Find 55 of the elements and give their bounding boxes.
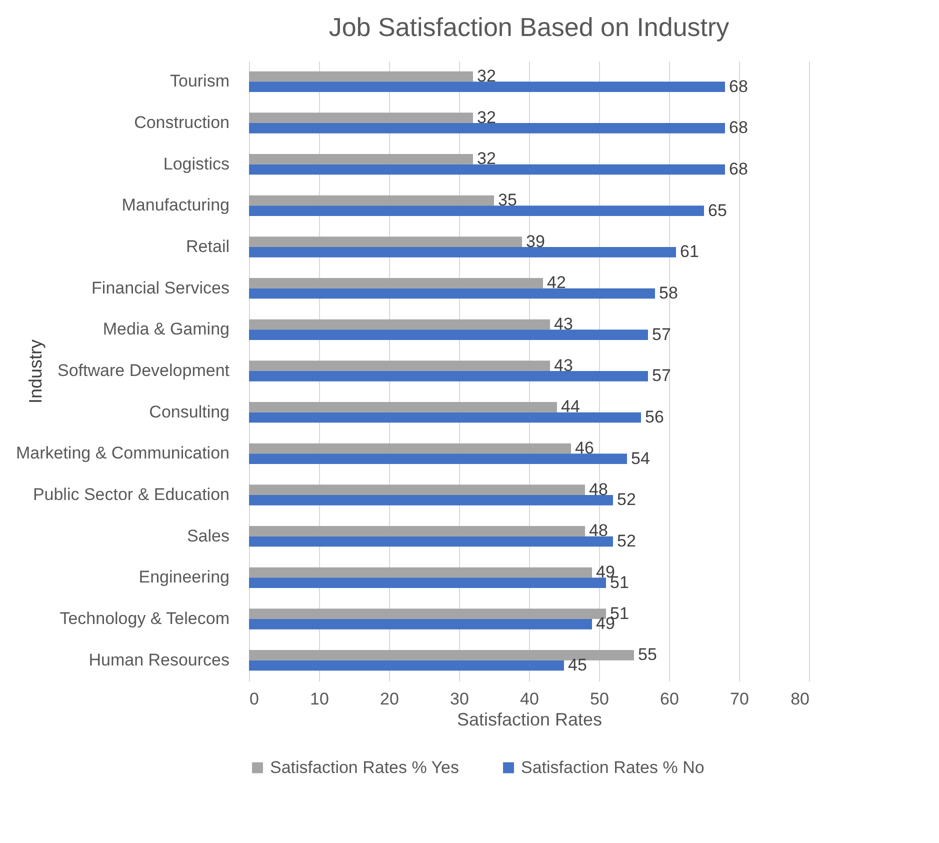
x-tick-label: 60: [660, 690, 679, 708]
chart-title: Job Satisfaction Based on Industry: [328, 12, 730, 42]
data-label: 56: [645, 408, 664, 426]
x-tick-label: 70: [730, 690, 749, 708]
data-label: 32: [477, 149, 496, 168]
data-label: 48: [589, 480, 608, 499]
y-tick-label: Tourism: [170, 72, 230, 91]
data-label: 35: [498, 190, 517, 210]
data-label: 44: [561, 397, 580, 416]
data-label: 39: [526, 232, 545, 251]
data-label: 52: [617, 490, 636, 510]
x-tick-label: 50: [590, 690, 609, 708]
y-tick-label: Human Resources: [88, 650, 230, 670]
y-tick-label: Engineering: [138, 568, 230, 587]
data-label: 57: [652, 324, 671, 344]
y-tick-label: Marketing & Communication: [16, 444, 230, 463]
x-tick-label: 20: [380, 690, 399, 708]
y-tick-label: Logistics: [163, 154, 230, 174]
data-label: 45: [568, 656, 587, 674]
legend-label: Satisfaction Rates % Yes: [270, 758, 460, 777]
y-tick-label: Sales: [186, 526, 230, 546]
data-label: 61: [680, 242, 699, 262]
data-label: 46: [575, 438, 594, 458]
data-label: 57: [652, 366, 671, 386]
y-tick-label: Technology & Telecom: [60, 609, 230, 628]
data-label: 52: [617, 532, 636, 550]
y-tick-label: Manufacturing: [122, 196, 230, 215]
x-axis-title: Satisfaction Rates: [456, 710, 602, 730]
y-tick-label: Retail: [186, 237, 230, 256]
data-label: 65: [708, 200, 727, 220]
data-label: 68: [729, 160, 748, 178]
data-label: 68: [729, 118, 748, 138]
x-tick-label: 30: [450, 690, 469, 708]
y-tick-label: Financial Services: [92, 278, 230, 298]
data-label: 32: [477, 108, 496, 127]
data-label: 43: [554, 356, 573, 375]
x-tick-label: 40: [520, 690, 539, 708]
data-label: 48: [589, 521, 608, 540]
data-label: 58: [659, 284, 678, 302]
x-tick-label: 10: [310, 690, 329, 708]
y-tick-label: Media & Gaming: [102, 320, 230, 339]
data-label: 55: [638, 645, 657, 664]
y-axis-title: Industry: [26, 339, 46, 404]
x-tick-label: 80: [790, 690, 810, 708]
data-label: 68: [729, 76, 748, 96]
y-tick-label: Public Sector & Education: [32, 485, 230, 504]
x-tick-label: 0: [250, 690, 259, 708]
y-tick-label: Software Development: [58, 361, 230, 380]
data-label: 42: [547, 273, 566, 292]
data-label: 54: [631, 448, 650, 468]
legend-label: Satisfaction Rates % No: [521, 758, 704, 777]
data-label: 43: [554, 314, 573, 334]
y-tick-label: Construction: [134, 113, 230, 132]
y-tick-label: Consulting: [149, 402, 230, 422]
data-label: 32: [477, 66, 496, 86]
